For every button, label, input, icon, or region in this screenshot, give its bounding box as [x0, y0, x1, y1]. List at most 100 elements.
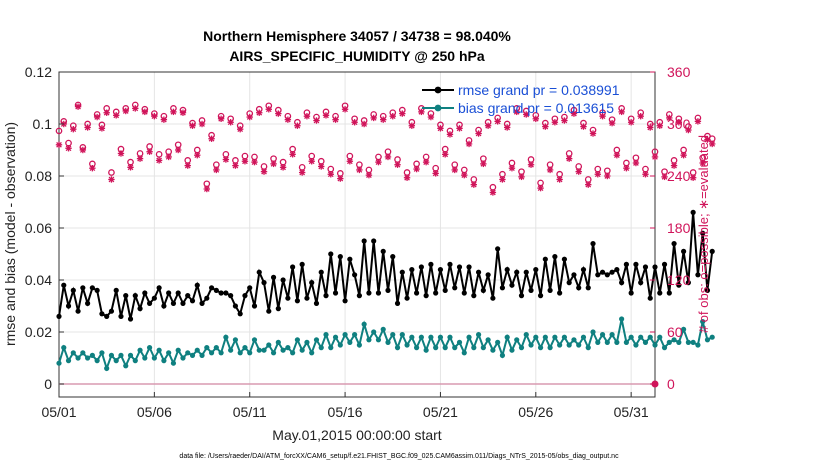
- rmse-point: [170, 300, 177, 306]
- rmse-point: [356, 293, 362, 299]
- obs-evaluated-stroke: [389, 113, 396, 120]
- rmse-point: [85, 300, 91, 306]
- rmse-point: [485, 272, 491, 278]
- obs-evaluated-stroke: [671, 162, 677, 169]
- obs-evaluated-stroke: [304, 113, 310, 120]
- obs-evaluated-marker: [484, 122, 492, 129]
- rmse-point: [132, 293, 138, 299]
- obs-evaluated-stroke: [451, 167, 458, 173]
- rmse-point: [380, 248, 386, 254]
- obs-evaluated-marker: [418, 108, 425, 116]
- obs-evaluated-marker: [194, 152, 201, 159]
- bias-point: [137, 347, 143, 353]
- rmse-point: [528, 287, 534, 293]
- rmse-point: [557, 290, 563, 296]
- obs-possible-marker: [518, 168, 525, 176]
- obs-evaluated-marker: [132, 105, 139, 112]
- bias-point: [247, 350, 253, 356]
- rmse-point: [261, 280, 267, 286]
- rmse-point: [242, 293, 248, 299]
- bias-point: [414, 345, 420, 351]
- rmse-point: [628, 290, 634, 296]
- rmse-point: [223, 290, 229, 296]
- bias-point: [571, 337, 577, 343]
- bias-point: [309, 350, 315, 356]
- obs-evaluated-marker: [179, 109, 187, 116]
- obs-evaluated-stroke: [127, 164, 134, 171]
- bias-point: [356, 342, 362, 348]
- rmse-point: [547, 287, 553, 293]
- rmse-point: [647, 295, 653, 301]
- obs-evaluated-stroke: [709, 141, 716, 147]
- obs-evaluated-stroke: [532, 115, 539, 122]
- rmse-point: [194, 282, 200, 288]
- obs-possible-marker: [356, 161, 363, 169]
- rmse-point: [318, 269, 324, 275]
- obs-evaluated-stroke: [490, 189, 496, 196]
- rmse-point: [499, 285, 506, 291]
- obs-evaluated-stroke: [675, 119, 682, 126]
- obs-evaluated-stroke: [647, 124, 654, 131]
- obs-evaluated-marker: [160, 116, 168, 123]
- rmse-point: [661, 261, 668, 267]
- legend-rmse-marker: [434, 86, 442, 94]
- obs-evaluated-marker: [165, 153, 172, 161]
- x-tick-label: 05/16: [328, 404, 363, 420]
- obs-possible-marker: [232, 157, 239, 164]
- obs-evaluated-stroke: [542, 123, 549, 130]
- legend-bias-marker: [434, 104, 442, 112]
- bias-point: [595, 339, 601, 345]
- obs-evaluated-stroke: [628, 119, 635, 126]
- bias-point: [213, 345, 219, 351]
- rmse-point: [108, 308, 115, 314]
- obs-evaluated-marker: [384, 153, 392, 161]
- bias-point: [323, 332, 329, 338]
- rmse-point: [533, 267, 539, 273]
- bias-point: [104, 365, 110, 371]
- rmse-point: [256, 269, 262, 275]
- y-tick-label: 0.04: [25, 272, 52, 288]
- obs-possible-marker: [317, 157, 325, 165]
- bias-point: [151, 355, 157, 361]
- obs-evaluated-stroke: [461, 172, 468, 178]
- bias-point: [695, 342, 701, 348]
- bias-point: [490, 347, 496, 353]
- obs-evaluated-stroke: [609, 120, 615, 126]
- obs-evaluated-stroke: [585, 181, 592, 188]
- bias-point: [452, 345, 458, 351]
- rmse-point: [347, 256, 353, 262]
- bias-point: [561, 334, 568, 340]
- obs-evaluated-stroke: [56, 141, 62, 148]
- bias-point: [533, 334, 539, 340]
- rmse-point: [280, 277, 286, 283]
- bias-point: [256, 347, 262, 353]
- bias-point: [623, 339, 629, 345]
- obs-evaluated-marker: [79, 146, 87, 154]
- obs-evaluated-stroke: [642, 171, 649, 178]
- obs-possible-marker: [241, 152, 249, 160]
- obs-evaluated-stroke: [480, 161, 487, 167]
- obs-evaluated-stroke: [594, 171, 601, 178]
- bias-point: [461, 350, 467, 356]
- bias-point: [557, 342, 563, 348]
- obs-evaluated-marker: [508, 165, 516, 172]
- obs-evaluated-stroke: [270, 161, 277, 167]
- rmse-point: [161, 303, 167, 309]
- bias-point: [347, 339, 353, 345]
- bias-point: [418, 334, 424, 340]
- obs-evaluated-stroke: [65, 145, 72, 152]
- rmse-point: [299, 261, 305, 267]
- obs-evaluated-marker: [542, 123, 549, 130]
- obs-evaluated-marker: [55, 141, 63, 148]
- obs-evaluated-stroke: [456, 125, 463, 132]
- obs-evaluated-stroke: [413, 166, 420, 172]
- bias-point: [509, 347, 515, 353]
- rmse-point: [442, 287, 448, 293]
- legend: rmse grand pr = 0.038991 bias grand pr =…: [422, 82, 620, 116]
- obs-evaluated-stroke: [294, 122, 301, 129]
- obs-evaluated-stroke: [556, 176, 563, 183]
- obs-evaluated-marker: [151, 113, 158, 120]
- bias-point: [709, 334, 715, 340]
- obs-evaluated-stroke: [70, 126, 77, 133]
- obs-possible-marker: [432, 164, 440, 172]
